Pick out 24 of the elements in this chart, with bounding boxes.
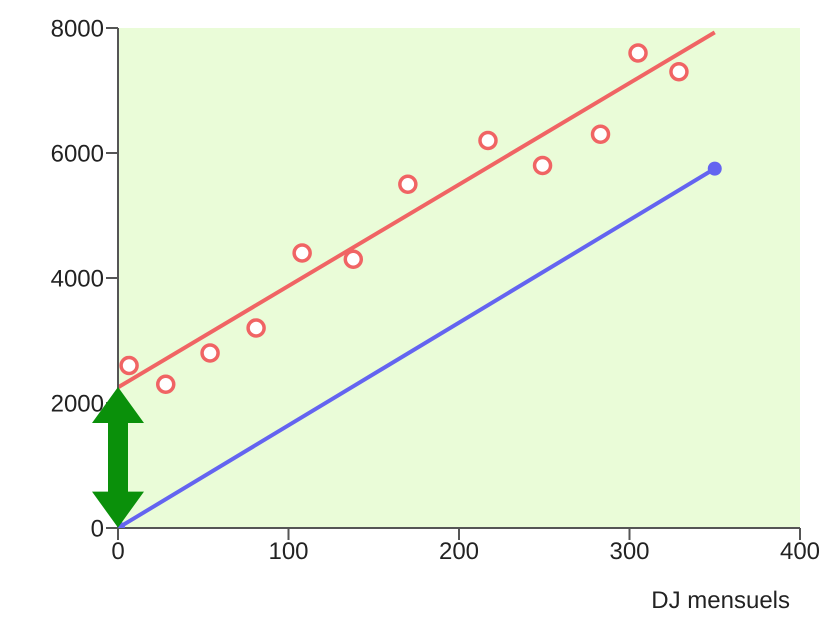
x-tick-label: 0 [111,538,125,566]
point [628,43,648,63]
y-tick-label: 2000 [50,390,104,418]
y-tick-label: 6000 [50,140,104,168]
point [119,356,139,376]
point [344,250,364,269]
point [156,374,176,394]
x-tick-label: 300 [609,538,650,566]
x-tick-label: 100 [268,538,309,566]
point [669,62,689,82]
y-tick-label: 8000 [50,16,104,43]
point [200,343,220,363]
point [708,162,722,176]
x-axis-title: DJ mensuels [651,587,790,614]
point [292,243,312,263]
y-tick-label: 0 [90,516,104,543]
point [246,318,266,338]
point [398,174,418,194]
x-tick-label: 400 [780,538,820,566]
y-tick-label: 4000 [50,266,104,293]
point [478,130,498,150]
x-tick-label: 200 [438,538,480,566]
point [590,124,610,144]
point [532,156,552,176]
